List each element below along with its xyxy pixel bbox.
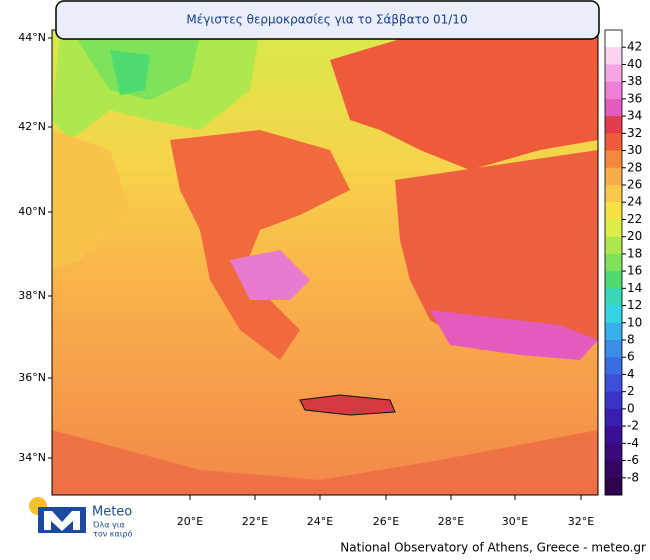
south-sea: [52, 430, 598, 495]
colorbar-label: 10: [627, 315, 642, 329]
footer: National Observatory of Athens, Greece -…: [340, 541, 646, 555]
title: Μέγιστες θερμοκρασίες για το Σάββατο 01/…: [186, 13, 467, 27]
logo: Meteo Όλα για τον καιρό: [29, 497, 132, 539]
black-sea-coast: [330, 30, 598, 170]
colorbar-frame: [604, 29, 623, 496]
colorbar-label: 34: [627, 109, 642, 123]
colorbar-label: 40: [627, 57, 642, 71]
colorbar-label: 16: [627, 264, 642, 278]
colorbar-label: 38: [627, 74, 642, 88]
colorbar-segment: [605, 219, 622, 238]
lon-label: 22°E: [242, 515, 268, 528]
colorbar-segment: [605, 426, 622, 444]
colorbar-label: 42: [627, 40, 642, 54]
colorbar-segment: [605, 236, 622, 255]
lat-label: 40°N: [18, 205, 46, 218]
colorbar-label: 2: [627, 384, 635, 398]
colorbar-segment: [605, 30, 622, 48]
colorbar-label: 22: [627, 212, 642, 226]
colorbar-label: 14: [627, 281, 642, 295]
cool-region: [110, 50, 150, 95]
colorbar-segment: [605, 98, 622, 117]
colorbar-segment: [605, 305, 622, 324]
colorbar-label: 8: [627, 333, 635, 347]
colorbar-label: -6: [627, 453, 639, 467]
colorbar-segment: [605, 460, 622, 479]
title-box: [55, 0, 600, 40]
adriatic: [52, 130, 130, 270]
colorbar-label: -2: [627, 419, 639, 433]
crete: [299, 394, 396, 416]
colorbar-segment: [605, 288, 622, 307]
colorbar-segment: [605, 150, 622, 169]
colorbar-segment: [605, 81, 622, 100]
colorbar-segment: [605, 374, 622, 393]
colorbar-segment: [605, 477, 622, 496]
colorbar-label: 6: [627, 350, 635, 364]
lon-label: 30°E: [502, 515, 528, 528]
colorbar-label: 28: [627, 160, 642, 174]
colorbar-label: 26: [627, 178, 642, 192]
lat-label: 34°N: [18, 451, 46, 464]
colorbar-segment: [605, 391, 622, 410]
colorbar-segment: [605, 47, 622, 65]
colorbar-label: 18: [627, 246, 642, 260]
colorbar-segment: [605, 64, 622, 83]
colorbar: 424038363432302826242220181614121086420-…: [604, 29, 642, 496]
lat-label: 38°N: [18, 289, 46, 302]
colorbar-segment: [605, 202, 622, 220]
colorbar-label: -4: [627, 436, 639, 450]
lat-label: 36°N: [18, 371, 46, 384]
lon-label: 26°E: [373, 515, 399, 528]
lon-label: 28°E: [438, 515, 464, 528]
colorbar-segment: [605, 116, 622, 134]
colorbar-label: 0: [627, 401, 635, 415]
colorbar-label: 36: [627, 91, 642, 105]
colorbar-label: 20: [627, 229, 642, 243]
greece: [170, 130, 350, 360]
greece-hot: [230, 250, 310, 300]
colorbar-label: 24: [627, 195, 642, 209]
colorbar-segment: [605, 322, 622, 341]
colorbar-label: 32: [627, 126, 642, 140]
lon-label: 24°E: [307, 515, 333, 528]
logo-name: Meteo: [92, 505, 132, 520]
colorbar-segment: [605, 185, 622, 203]
colorbar-label: 30: [627, 143, 642, 157]
turkey: [395, 150, 598, 350]
turkey-hot: [430, 310, 598, 360]
logo-m: [44, 511, 80, 531]
colorbar-segment: [605, 253, 622, 272]
colorbar-segment: [605, 340, 622, 358]
axes: 44°N 42°N 40°N 38°N 36°N 34°N 20°E 22°E 24°E 26°E…: [18, 31, 594, 528]
colorbar-segment: [605, 443, 622, 462]
lat-label: 42°N: [18, 120, 46, 133]
colorbar-label: 12: [627, 298, 642, 312]
colorbar-segment: [605, 357, 622, 375]
colorbar-segment: [605, 408, 622, 427]
logo-tagline: Όλα για: [92, 520, 125, 530]
logo-tagline: τον καιρό: [93, 529, 132, 539]
colorbar-segment: [605, 271, 622, 289]
colorbar-label: -8: [627, 470, 639, 484]
lon-label: 20°E: [177, 515, 203, 528]
lon-label: 32°E: [568, 515, 594, 528]
lat-label: 44°N: [18, 31, 46, 44]
colorbar-segment: [605, 167, 622, 186]
colorbar-segment: [605, 133, 622, 152]
map: [51, 29, 599, 496]
colorbar-label: 4: [627, 367, 635, 381]
